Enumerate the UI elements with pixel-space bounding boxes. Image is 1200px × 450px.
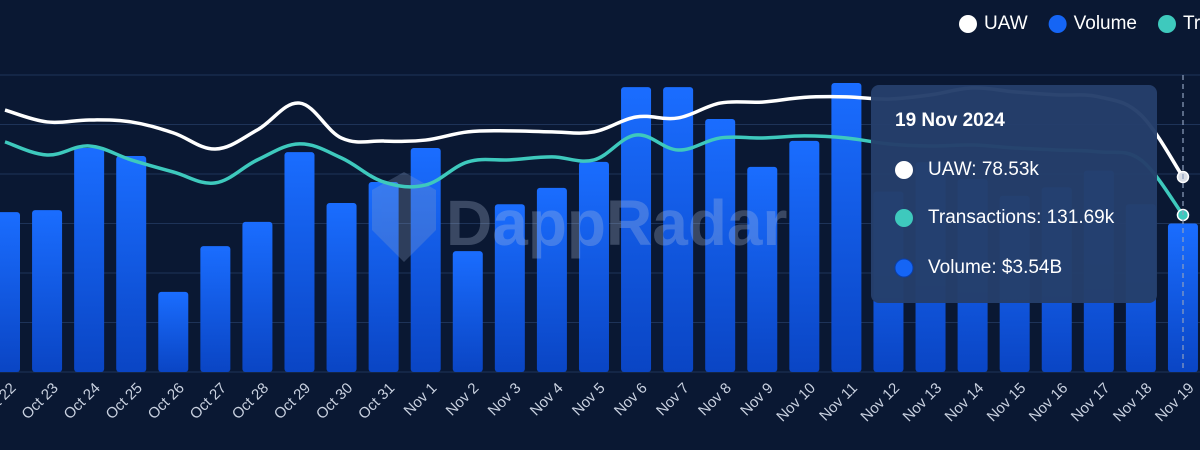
bar <box>242 221 273 372</box>
tooltip-swatch <box>895 209 913 227</box>
legend-label: UAW <box>984 13 1028 34</box>
tooltip-item: Transactions: 131.69k <box>928 207 1115 228</box>
bar <box>578 161 609 372</box>
bar <box>32 210 63 372</box>
bar <box>831 82 862 372</box>
tooltip-item: UAW: 78.53k <box>928 159 1039 180</box>
bar <box>284 152 315 372</box>
bar <box>621 87 652 372</box>
legend-swatch <box>1048 15 1067 33</box>
tooltip-swatch <box>894 258 914 278</box>
bar <box>200 246 231 372</box>
bar <box>705 119 736 373</box>
bar <box>747 166 778 372</box>
bar <box>326 202 357 372</box>
bar <box>0 212 20 372</box>
tooltip-title: 19 Nov 2024 <box>895 110 1005 131</box>
tooltip: 19 Nov 2024 UAW: 78.53k Transactions: 13… <box>871 85 1157 303</box>
bar <box>789 140 820 372</box>
bar <box>410 147 441 372</box>
bar <box>452 251 483 372</box>
bar <box>494 204 525 372</box>
bar <box>1167 223 1198 372</box>
bar <box>663 87 694 372</box>
bar <box>368 181 399 372</box>
legend-label: Transactions <box>1183 13 1200 34</box>
tooltip-item: Volume: $3.54B <box>928 257 1062 278</box>
watermark: DappRadar <box>372 172 787 262</box>
legend-swatch <box>959 15 977 33</box>
bar <box>116 155 147 372</box>
legend-swatch <box>1158 15 1176 33</box>
watermark-logo <box>372 172 436 262</box>
bar <box>536 187 567 372</box>
tooltip-swatch <box>895 161 913 179</box>
bar <box>74 147 105 372</box>
bar <box>158 291 189 372</box>
watermark-text: DappRadar <box>446 187 787 259</box>
legend: UAW Volume Transactions <box>959 13 1200 34</box>
tooltip-box <box>871 85 1157 303</box>
legend-label: Volume <box>1074 13 1137 34</box>
